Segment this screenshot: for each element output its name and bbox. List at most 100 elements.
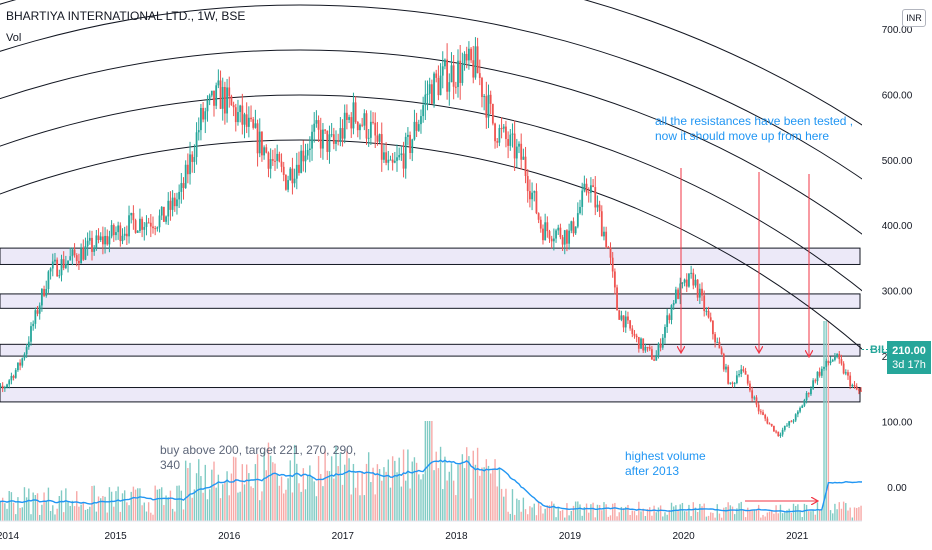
volume-bar: [605, 504, 607, 521]
candle-body: [265, 147, 268, 153]
candle-body: [143, 226, 146, 230]
volume-note: highest volume after 2013: [625, 449, 706, 479]
volume-bar: [810, 511, 812, 521]
candle-body: [572, 221, 575, 234]
volume-bar: [766, 512, 769, 521]
candle-body: [513, 133, 516, 159]
volume-bar: [47, 487, 50, 521]
candle-body: [476, 46, 479, 74]
candle-body: [755, 397, 758, 405]
volume-bar: [359, 495, 361, 521]
volume-bar: [836, 509, 838, 521]
volume-bar: [344, 464, 346, 521]
candle-body: [267, 152, 270, 169]
candle-body: [642, 338, 645, 351]
volume-bar: [278, 485, 281, 521]
candle-body: [128, 215, 130, 237]
volume-bar: [725, 507, 727, 521]
candle-body: [683, 279, 686, 283]
volume-bar: [646, 509, 649, 521]
sr-zone-0[interactable]: [0, 247, 861, 265]
volume-bar: [424, 421, 427, 521]
volume-bar: [208, 489, 211, 521]
candle-body: [751, 390, 754, 399]
volume-bar: [228, 495, 230, 521]
fib-arc-3[interactable]: [0, 94, 932, 550]
candle-body: [365, 113, 368, 139]
volume-bar: [550, 501, 553, 521]
sr-zone-2[interactable]: [0, 343, 861, 357]
candle-body: [328, 134, 331, 152]
volume-bar: [823, 321, 825, 521]
candle-body: [406, 134, 409, 137]
x-tick-label: 2019: [559, 531, 582, 542]
volume-bar: [161, 487, 163, 521]
candle-body: [45, 288, 48, 296]
volume-bar: [12, 502, 15, 521]
volume-bar: [544, 508, 546, 521]
volume-bar: [426, 421, 429, 521]
volume-bar: [400, 486, 403, 521]
candle-body: [594, 187, 597, 208]
volume-bar: [492, 468, 494, 521]
candle-body: [372, 121, 374, 123]
price-scale-bg[interactable]: [862, 0, 932, 550]
candle-body: [385, 152, 388, 163]
candle-body: [494, 123, 496, 142]
volume-bar: [500, 488, 503, 521]
volume-bar: [422, 474, 424, 521]
candle-body: [733, 383, 736, 385]
candle-body: [568, 230, 571, 244]
volume-bar: [235, 457, 237, 521]
sr-zone-1[interactable]: [0, 293, 861, 309]
volume-bar: [777, 513, 779, 521]
candle-body: [350, 117, 353, 129]
volume-bar: [827, 321, 830, 521]
volume-bar: [764, 516, 766, 521]
volume-bar: [289, 460, 291, 521]
candle-body: [622, 315, 625, 328]
candle-body: [104, 235, 106, 245]
volume-bar: [548, 505, 551, 521]
volume-bar: [718, 513, 721, 521]
volume-bar: [481, 467, 483, 521]
volume-bar: [115, 491, 117, 521]
candle-body: [106, 235, 109, 245]
volume-bar: [34, 495, 37, 521]
volume-bar: [733, 514, 736, 521]
volume-bar: [137, 488, 139, 521]
candle-body: [417, 124, 420, 131]
candle-body: [651, 349, 653, 360]
currency-badge[interactable]: INR: [902, 9, 926, 27]
volume-bar: [692, 502, 695, 521]
volume-bar: [391, 456, 394, 521]
volume-bar: [39, 514, 41, 521]
candle-body: [633, 333, 636, 336]
volume-bar: [533, 503, 535, 521]
fib-arc-2[interactable]: [0, 49, 932, 550]
resistance-note-line2: now it should move up from here: [655, 129, 830, 143]
volume-bar: [574, 501, 577, 521]
volume-bar: [259, 500, 261, 521]
fib-arc-4[interactable]: [0, 139, 932, 550]
volume-bar: [158, 488, 161, 521]
candle-body: [522, 156, 525, 160]
candle-body: [803, 400, 806, 406]
sr-zone-3[interactable]: [0, 387, 861, 403]
candle-body: [539, 219, 542, 229]
volume-bar: [487, 465, 490, 521]
candle-body: [433, 73, 435, 104]
volume-bar: [751, 509, 753, 521]
volume-bar: [537, 501, 540, 521]
fib-arc-1[interactable]: [0, 4, 932, 550]
candle-body: [158, 215, 161, 228]
candle-body: [374, 122, 377, 136]
volume-bar: [381, 480, 383, 521]
y-tick-label: 300.00: [882, 287, 913, 298]
volume-bar: [670, 502, 673, 521]
candle-body: [478, 73, 481, 78]
candle-body: [781, 429, 784, 435]
